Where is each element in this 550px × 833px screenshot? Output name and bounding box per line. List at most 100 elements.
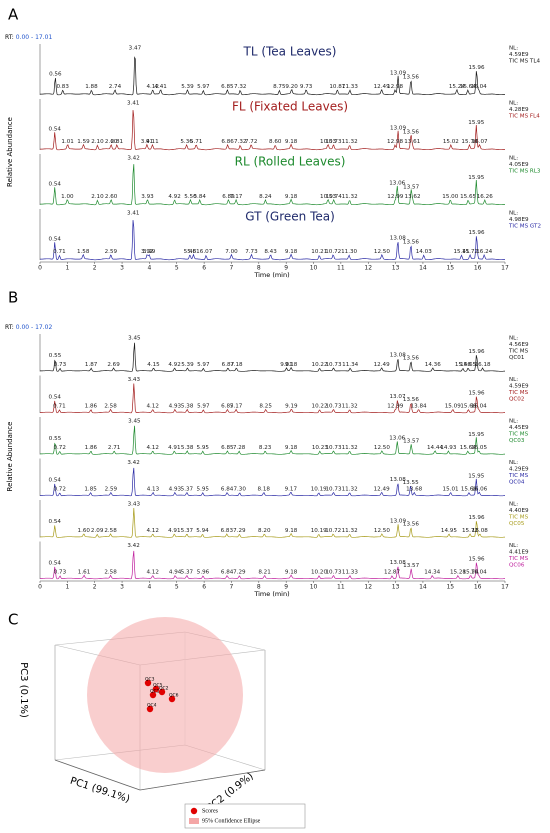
peak-label: 15.41: [454, 249, 470, 255]
nl-info: NL:: [509, 336, 518, 342]
peak-label: 13.09: [390, 125, 406, 131]
x-tick-label: 5: [175, 265, 179, 272]
nl-info: NL:: [509, 543, 518, 549]
peak-label: 13.08: [390, 477, 406, 483]
x-tick-label: 6: [202, 265, 206, 272]
score-point: [168, 695, 176, 703]
peak-label: 15.46: [455, 362, 471, 368]
peak-label: 12.49: [374, 84, 390, 90]
peak-label: 15.00: [442, 194, 458, 200]
nl-info: NL:: [509, 156, 518, 162]
peak-label: 9.19: [285, 404, 298, 410]
peak-label: 12.50: [374, 528, 390, 534]
x-tick-label: 1: [65, 265, 69, 272]
peak-label: 15.96: [469, 349, 485, 355]
peak-label: 10.53: [320, 139, 336, 145]
peak-label: 9.18: [285, 362, 298, 368]
peak-label: 0.54: [49, 126, 62, 132]
score-point: [144, 679, 152, 687]
peak-label: 9.18: [285, 139, 298, 145]
peak-label: 13.56: [403, 521, 419, 527]
peak-label: 2.59: [105, 249, 118, 255]
peak-label: 14.36: [425, 362, 441, 368]
peak-label: 1.85: [84, 487, 97, 493]
peak-label: 5.71: [190, 139, 203, 145]
x-tick-label: 3: [120, 265, 124, 272]
peak-label: 3.99: [143, 249, 156, 255]
x-tick-label: 7: [230, 265, 234, 272]
trace-title: FL (Fixated Leaves): [232, 100, 348, 114]
legend-marker: [189, 818, 199, 824]
peak-label: 2.69: [107, 362, 120, 368]
peak-label: 7.29: [233, 570, 246, 576]
peak-label: 8.20: [258, 528, 271, 534]
x-tick-label: 2: [93, 265, 97, 272]
chromatogram: [40, 383, 505, 414]
x-tick-label: 14: [419, 265, 427, 272]
peak-label: 15.64: [460, 84, 476, 90]
peak-label: 15.96: [469, 65, 485, 71]
peak-label: 16.18: [475, 362, 491, 368]
peak-label: 13.56: [403, 74, 419, 80]
peak-label: 5.50: [184, 194, 197, 200]
peak-label: 10.19: [311, 487, 327, 493]
peak-label: 5.95: [197, 487, 210, 493]
x-tick-label: 1: [65, 584, 69, 591]
trace-title: TL (Tea Leaves): [243, 45, 337, 59]
peak-label: 7.17: [230, 194, 243, 200]
peak-label: 16.04: [471, 570, 487, 576]
peak-label: 6.87: [222, 362, 235, 368]
x-tick-label: 9: [284, 265, 288, 272]
peak-label: 12.99: [387, 194, 403, 200]
nl-info: QC03: [509, 438, 525, 444]
peak-label: 10.73: [325, 139, 341, 145]
peak-label: 15.09: [445, 404, 461, 410]
peak-label: 9.18: [285, 194, 298, 200]
x-tick-label: 11: [337, 584, 345, 591]
peak-label: 10.73: [325, 570, 341, 576]
peak-label: 0.72: [53, 487, 65, 493]
nl-info: TIC MS: [508, 390, 529, 396]
peak-label: 2.60: [105, 139, 118, 145]
axis-label: PC3 (0.1%): [18, 662, 29, 718]
nl-info: NL:: [509, 211, 518, 217]
peak-label: 0.71: [53, 249, 66, 255]
nl-info: 4.98E9: [509, 217, 529, 223]
nl-info: QC02: [509, 397, 524, 403]
x-tick-label: 4: [147, 265, 151, 272]
score-point: [149, 691, 157, 699]
peak-label: 1.00: [61, 194, 74, 200]
peak-label: 16.04: [471, 84, 487, 90]
x-tick-label: 13: [392, 265, 400, 272]
peak-label: 6.85: [221, 445, 234, 451]
peak-label: 7.32: [234, 84, 246, 90]
trace-title: RL (Rolled Leaves): [235, 155, 346, 169]
peak-label: 11.32: [342, 445, 358, 451]
peak-label: 5.48: [184, 249, 197, 255]
peak-label: 3.45: [128, 336, 141, 342]
peak-label: 2.74: [109, 84, 122, 90]
peak-label: 7.28: [233, 445, 246, 451]
peak-label: 4.93: [169, 404, 182, 410]
peak-label: 0.71: [53, 404, 66, 410]
peak-label: 10.53: [320, 194, 336, 200]
nl-info: TIC MS: [508, 515, 529, 521]
peak-label: 3.42: [127, 460, 139, 466]
x-tick-label: 13: [392, 584, 400, 591]
peak-label: 0.55: [49, 436, 62, 442]
peak-label: 4.12: [146, 445, 158, 451]
peak-label: 12.49: [374, 362, 390, 368]
peak-label: 5.61: [187, 249, 200, 255]
peak-label: 14.34: [424, 570, 440, 576]
trace-title: GT (Green Tea): [245, 210, 335, 224]
peak-label: 4.93: [169, 487, 182, 493]
peak-label: 16.06: [471, 487, 487, 493]
peak-label: 13.61: [404, 139, 420, 145]
nl-info: 4.59E9: [509, 52, 529, 58]
peak-label: 1.86: [85, 404, 98, 410]
peak-label: 5.38: [181, 445, 194, 451]
legend-label: 95% Confidence Ellipse: [202, 817, 261, 824]
rt-label: RT:: [5, 34, 14, 41]
peak-label: 1.86: [85, 445, 98, 451]
peak-label: 10.73: [325, 404, 341, 410]
